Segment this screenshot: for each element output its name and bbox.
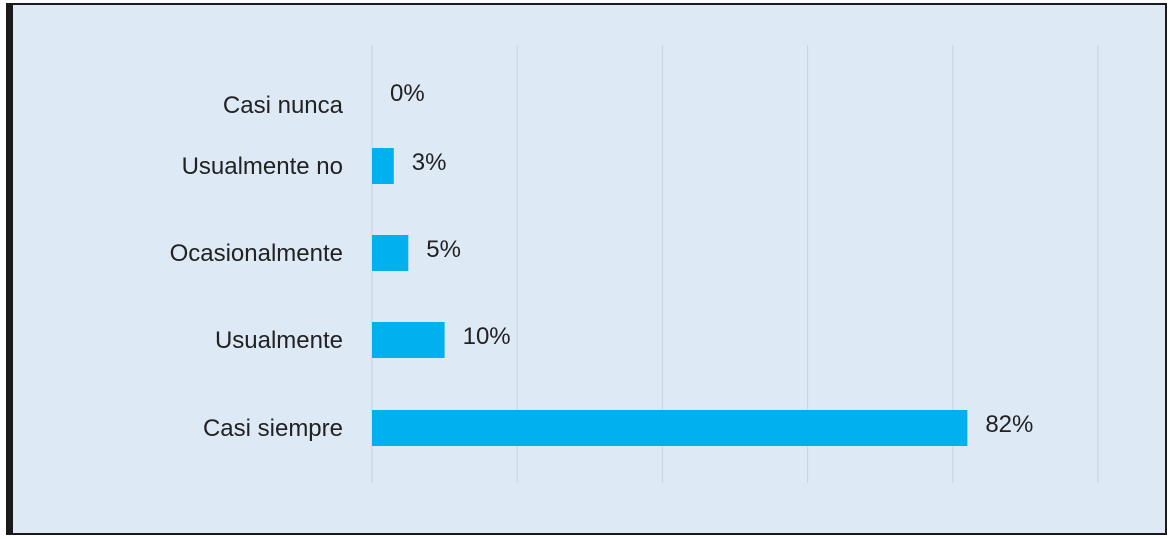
bar	[372, 322, 445, 358]
bar-series	[372, 148, 968, 446]
category-label: Casi siempre	[203, 415, 343, 442]
data-label: 0%	[390, 80, 425, 107]
bar	[372, 148, 394, 184]
data-label: 5%	[426, 236, 461, 263]
category-label: Casi nunca	[223, 92, 344, 119]
category-axis: Casi nunca Usualmente no Ocasionalmente …	[170, 92, 344, 442]
data-labels: 0% 3% 5% 10% 82%	[390, 80, 1033, 438]
data-label: 10%	[463, 323, 511, 350]
chart-frame	[6, 3, 1167, 535]
data-label: 82%	[985, 411, 1033, 438]
bar	[372, 410, 968, 446]
category-label: Usualmente	[215, 327, 343, 354]
bar	[372, 235, 409, 271]
category-label: Ocasionalmente	[170, 240, 343, 267]
data-label: 3%	[412, 149, 447, 176]
category-label: Usualmente no	[182, 153, 343, 180]
